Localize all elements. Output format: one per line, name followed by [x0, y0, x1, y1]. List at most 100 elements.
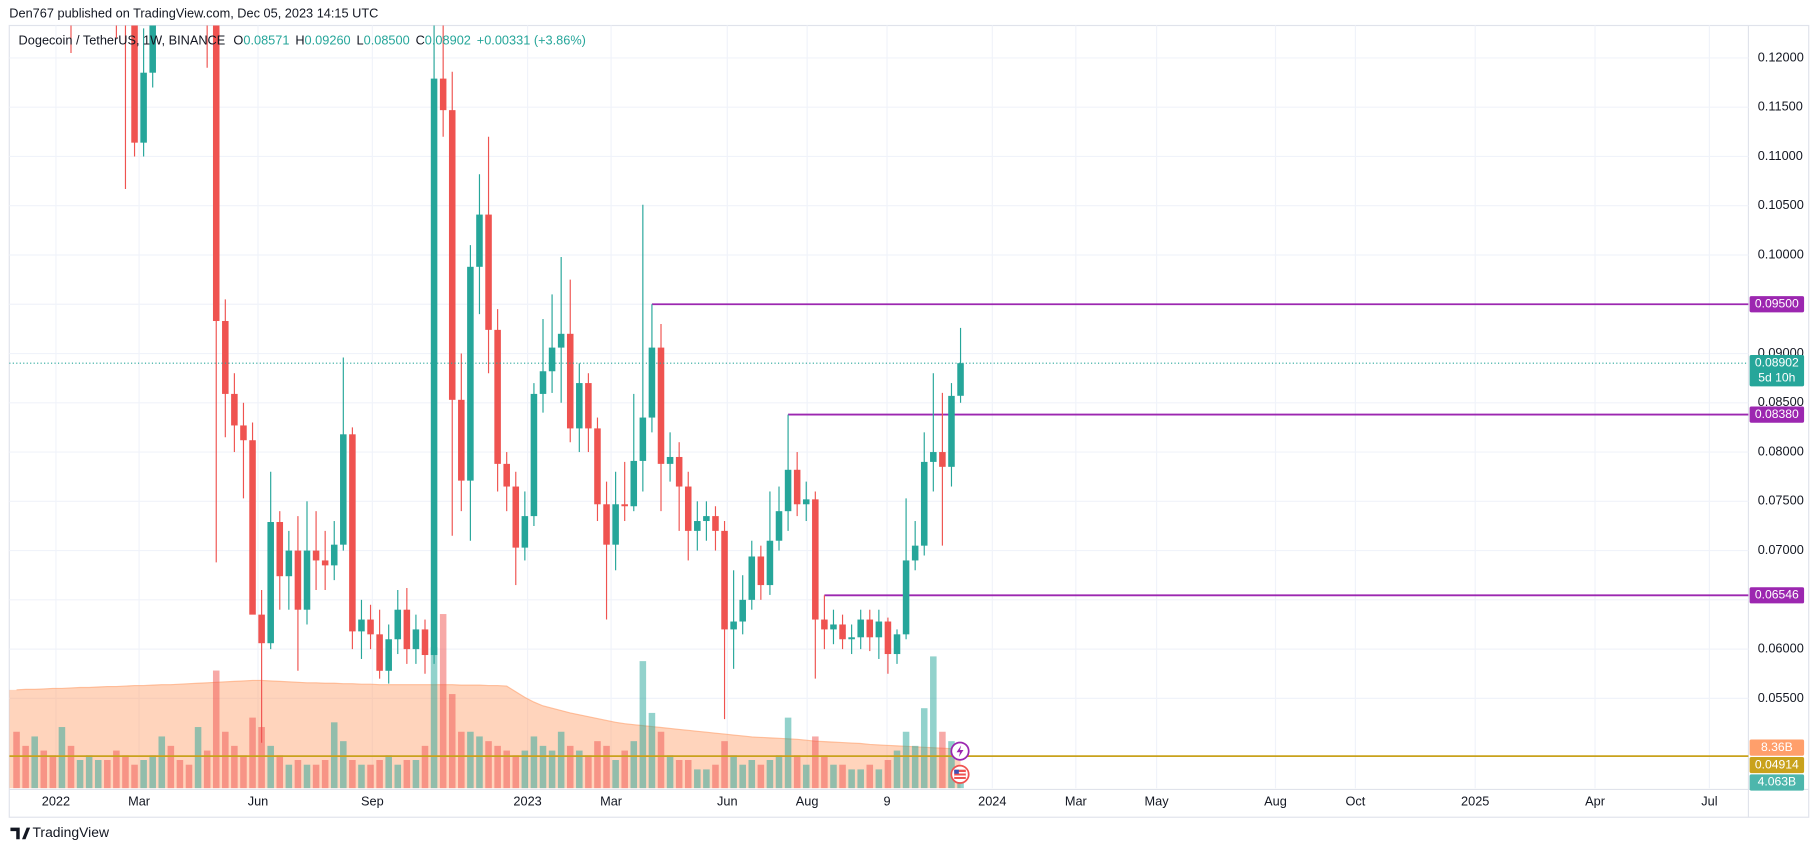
volume-bar [920, 708, 928, 789]
event-icon-flag[interactable] [950, 764, 970, 784]
volume-bar [122, 755, 129, 789]
level-price-label-box [1749, 587, 1805, 604]
candle-body [503, 463, 510, 487]
event-icon-lightning[interactable] [950, 741, 970, 761]
candle-body [512, 486, 520, 548]
candle-body [739, 599, 746, 622]
volume-bar [621, 750, 628, 789]
candle-body [920, 461, 928, 546]
volume-bar [85, 755, 93, 789]
candle-body [948, 395, 955, 467]
candle-body [893, 634, 901, 655]
volume-bar [766, 759, 774, 789]
candle-body [249, 440, 256, 615]
y-tick-label: 0.07500 [1758, 493, 1804, 508]
candle-body [911, 545, 919, 561]
legend-c: C [416, 33, 425, 48]
candle-body [439, 78, 447, 111]
candle-body [839, 624, 846, 640]
candle-body [566, 333, 574, 429]
volume-bar [576, 750, 583, 789]
volume-bar [367, 764, 374, 789]
candle-body [630, 460, 638, 507]
legend-low: 0.08500 [364, 33, 410, 48]
volume-bar [566, 745, 574, 789]
volume-bar [557, 731, 565, 789]
y-tick-label: 0.05500 [1758, 690, 1804, 705]
volume-bar [94, 759, 102, 789]
volume-bar [294, 759, 302, 789]
y-tick-label: 0.11000 [1758, 148, 1803, 163]
volume-label: 4.063B [1758, 775, 1797, 789]
volume-bar [630, 741, 638, 789]
volume-bar [267, 745, 274, 789]
volume-bar [31, 736, 38, 789]
legend: Dogecoin / TetherUS, 1W, BINANCE O0.0857… [19, 33, 586, 48]
candle-body [594, 428, 601, 505]
candle-body [276, 522, 284, 577]
volume-bar [875, 769, 883, 789]
legend-close: 0.08902 [425, 33, 471, 48]
level-price-label-box [1749, 296, 1805, 313]
level-price-label: 0.08380 [1755, 407, 1799, 421]
candle-body [149, 25, 156, 73]
volume-bar [312, 764, 320, 789]
volume-bar [231, 745, 238, 789]
volume-bar [821, 755, 828, 789]
volume-bar [430, 646, 438, 789]
volume-bar [40, 750, 48, 789]
volume-bar [848, 769, 855, 789]
volume-bar [612, 759, 619, 789]
x-tick-label: 9 [883, 794, 890, 809]
volume-bar [684, 759, 692, 789]
volume-bar [675, 759, 683, 789]
volume-bar [49, 755, 57, 789]
candle-body [939, 452, 946, 467]
volume-bar [113, 750, 120, 789]
volume-bar [911, 745, 919, 789]
candle-body [385, 639, 392, 671]
volume-bar [739, 764, 746, 789]
candle-body [131, 25, 138, 143]
volume-bar [812, 736, 819, 789]
candle-body [766, 540, 774, 586]
volume-bar [303, 764, 311, 789]
x-tick-label: Aug [1264, 794, 1287, 809]
candle-body [866, 619, 874, 638]
candle-body [421, 629, 429, 656]
candle-body [639, 417, 647, 461]
x-tick-label: May [1145, 794, 1170, 809]
x-tick-label: Jun [248, 794, 269, 809]
volume-bar [521, 750, 529, 789]
volume-bar [467, 731, 474, 789]
legend-l: L [357, 33, 364, 48]
volume-bar [58, 727, 66, 789]
candle-body [321, 560, 329, 566]
volume-bar [712, 764, 719, 789]
volume-ma-label-box [1749, 739, 1805, 756]
volume-bar [76, 759, 84, 789]
candle-body [875, 621, 883, 638]
candle-body [222, 321, 229, 394]
legend-open: 0.08571 [243, 33, 289, 48]
candle-body [730, 621, 737, 630]
candle-body [902, 560, 910, 635]
level-price-label: 0.09500 [1755, 296, 1799, 310]
x-tick-label: Mar [600, 794, 623, 809]
volume-bar [857, 769, 864, 789]
legend-change: +0.00331 (+3.86%) [477, 33, 586, 48]
volume-bar [948, 741, 955, 789]
last-price-label-box [1749, 355, 1805, 387]
candle-body [330, 544, 338, 566]
candle-body [703, 516, 710, 522]
volume-bar [721, 741, 728, 789]
volume-bar [548, 750, 556, 789]
candle-body [657, 347, 665, 464]
volume-bar [158, 736, 166, 789]
volume-bar [349, 759, 356, 789]
volume-bar [203, 750, 211, 789]
volume-bar [757, 764, 765, 789]
